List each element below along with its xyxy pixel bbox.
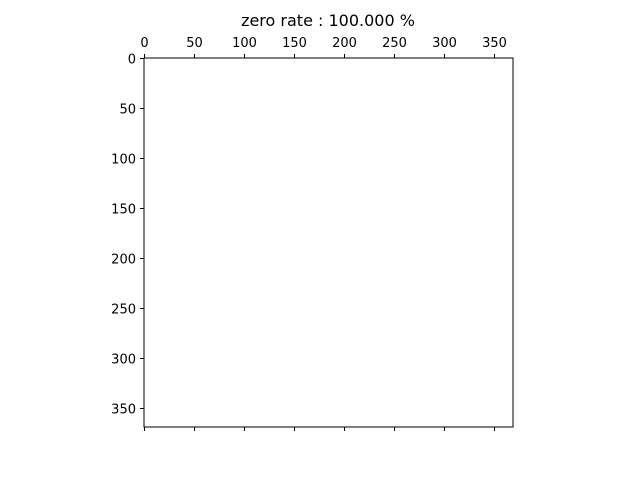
x-axis-ticks: 0 50 100 150 200 250 300 350 (140, 36, 507, 431)
y-axis-ticks: 0 50 100 150 200 250 300 350 (111, 53, 144, 418)
chart-title: zero rate : 100.000 % (241, 11, 415, 30)
y-tick-label: 350 (111, 403, 136, 418)
y-tick-label: 50 (119, 103, 136, 118)
x-tick-label: 350 (482, 36, 507, 51)
y-tick-label: 100 (111, 153, 136, 168)
x-tick-label: 200 (332, 36, 357, 51)
x-tick-label: 250 (382, 36, 407, 51)
plot-area (143, 57, 514, 428)
x-tick-label: 150 (282, 36, 307, 51)
y-tick-label: 250 (111, 303, 136, 318)
x-tick-label: 50 (186, 36, 203, 51)
y-tick-label: 300 (111, 353, 136, 368)
x-tick-label: 300 (432, 36, 457, 51)
y-tick-label: 200 (111, 253, 136, 268)
y-tick-label: 150 (111, 203, 136, 218)
x-tick-label: 100 (232, 36, 257, 51)
y-tick-label: 0 (128, 53, 136, 68)
x-tick-label: 0 (140, 36, 148, 51)
